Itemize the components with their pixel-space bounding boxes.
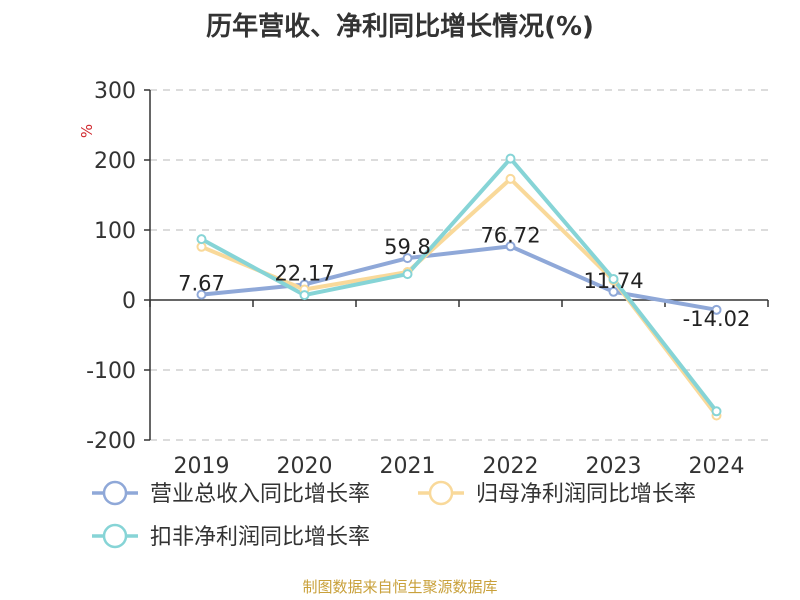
x-tick-label: 2024 bbox=[689, 454, 745, 479]
data-label: 7.67 bbox=[178, 272, 225, 296]
data-point bbox=[711, 406, 722, 417]
data-point bbox=[505, 241, 516, 252]
x-tick-labels: 2019 2020 2021 2022 2023 2024 bbox=[174, 454, 745, 479]
legend-item: 归母净利润同比增长率 bbox=[418, 480, 696, 507]
data-point bbox=[505, 153, 516, 164]
x-tick-label: 2021 bbox=[380, 454, 436, 479]
data-labels: 7.67 22.17 59.8 76.72 11.74 -14.02 bbox=[178, 223, 750, 331]
data-point bbox=[402, 253, 413, 264]
y-tick-label: -100 bbox=[86, 359, 136, 384]
x-tick-label: 2023 bbox=[586, 454, 642, 479]
legend-label: 归母净利润同比增长率 bbox=[476, 482, 696, 507]
chart-title: 历年营收、净利同比增长情况(%) bbox=[206, 12, 594, 42]
axes bbox=[144, 89, 769, 441]
data-point bbox=[299, 290, 310, 301]
data-point bbox=[196, 289, 207, 300]
source-note: 制图数据来自恒生聚源数据库 bbox=[302, 578, 498, 596]
data-point bbox=[505, 173, 516, 184]
data-label: -14.02 bbox=[683, 307, 751, 331]
y-axis-label-group: % bbox=[78, 124, 96, 138]
y-tick-labels: 300 200 100 0 -100 -200 bbox=[86, 79, 136, 454]
series-lines bbox=[196, 153, 722, 421]
data-point bbox=[711, 304, 722, 315]
legend-label: 营业总收入同比增长率 bbox=[150, 482, 370, 507]
y-tick-label: 300 bbox=[94, 79, 136, 104]
data-label: 76.72 bbox=[480, 223, 540, 247]
series-line bbox=[199, 156, 719, 414]
y-tick-label: 0 bbox=[122, 289, 136, 314]
legend-item: 营业总收入同比增长率 bbox=[92, 480, 370, 507]
y-tick-label: 200 bbox=[94, 149, 136, 174]
x-tick-label: 2020 bbox=[277, 454, 333, 479]
legend-swatch-marker bbox=[428, 480, 454, 506]
legend-swatch-marker bbox=[102, 523, 128, 549]
y-tick-label: 100 bbox=[94, 219, 136, 244]
legend-swatch-marker bbox=[102, 480, 128, 506]
x-tick-label: 2019 bbox=[174, 454, 230, 479]
data-label: 22.17 bbox=[274, 261, 334, 285]
data-label: 59.8 bbox=[384, 235, 431, 259]
data-point bbox=[402, 269, 413, 280]
data-label: 11.74 bbox=[583, 269, 643, 293]
y-axis-unit-label: % bbox=[78, 124, 96, 138]
data-point bbox=[608, 274, 619, 284]
y-tick-label: -200 bbox=[86, 429, 136, 454]
legend-item: 扣非净利润同比增长率 bbox=[92, 523, 370, 550]
data-point bbox=[608, 286, 619, 297]
legend-label: 扣非净利润同比增长率 bbox=[150, 525, 370, 550]
x-tick-label: 2022 bbox=[483, 454, 539, 479]
data-point bbox=[196, 234, 207, 245]
